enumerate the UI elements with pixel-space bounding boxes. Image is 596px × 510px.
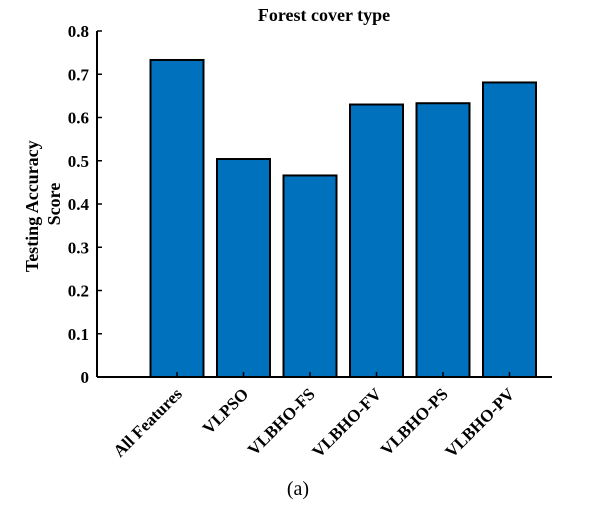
y-tick-label: 0.8 [68, 22, 89, 41]
y-tick-label: 0.6 [68, 109, 89, 128]
y-tick-label: 0 [81, 368, 90, 387]
y-axis-label-line2: Score [44, 183, 64, 226]
bar-vlbho-fs [282, 174, 338, 378]
y-axis-label: Testing Accuracy Score [22, 136, 64, 272]
bar-vlbho-pv [482, 81, 537, 378]
bar-all-features [149, 58, 205, 378]
figure-caption: (a) [286, 478, 310, 500]
chart-title: Forest cover type [258, 5, 390, 25]
x-tick-label: VLPSO [199, 384, 253, 438]
y-tick-label: 0.5 [68, 152, 89, 171]
y-tick-label: 0.2 [68, 282, 89, 301]
y-tick-label: 0.7 [68, 65, 90, 84]
bar-vlbho-ps [415, 102, 471, 378]
bar-vlpso [216, 158, 271, 378]
y-tick-label: 0.4 [68, 195, 90, 214]
y-tick-label: 0.1 [68, 325, 89, 344]
y-axis-label-line1: Testing Accuracy [22, 140, 42, 272]
bars-group [149, 58, 537, 379]
y-ticks-group: 0 0.1 0.2 0.3 0.4 0.5 0.6 0.7 0.8 [68, 22, 102, 387]
bar-vlbho-fv [349, 103, 404, 379]
x-tick-label: VLBHO-FV [308, 384, 385, 461]
x-ticks-group: All Features VLPSOVLBHO-FSVLBHO-FVVLBHO-P… [110, 372, 519, 461]
x-tick-label: All Features [110, 384, 187, 461]
x-tick-label: VLBHO-PV [441, 384, 518, 461]
y-tick-label: 0.3 [68, 238, 89, 257]
